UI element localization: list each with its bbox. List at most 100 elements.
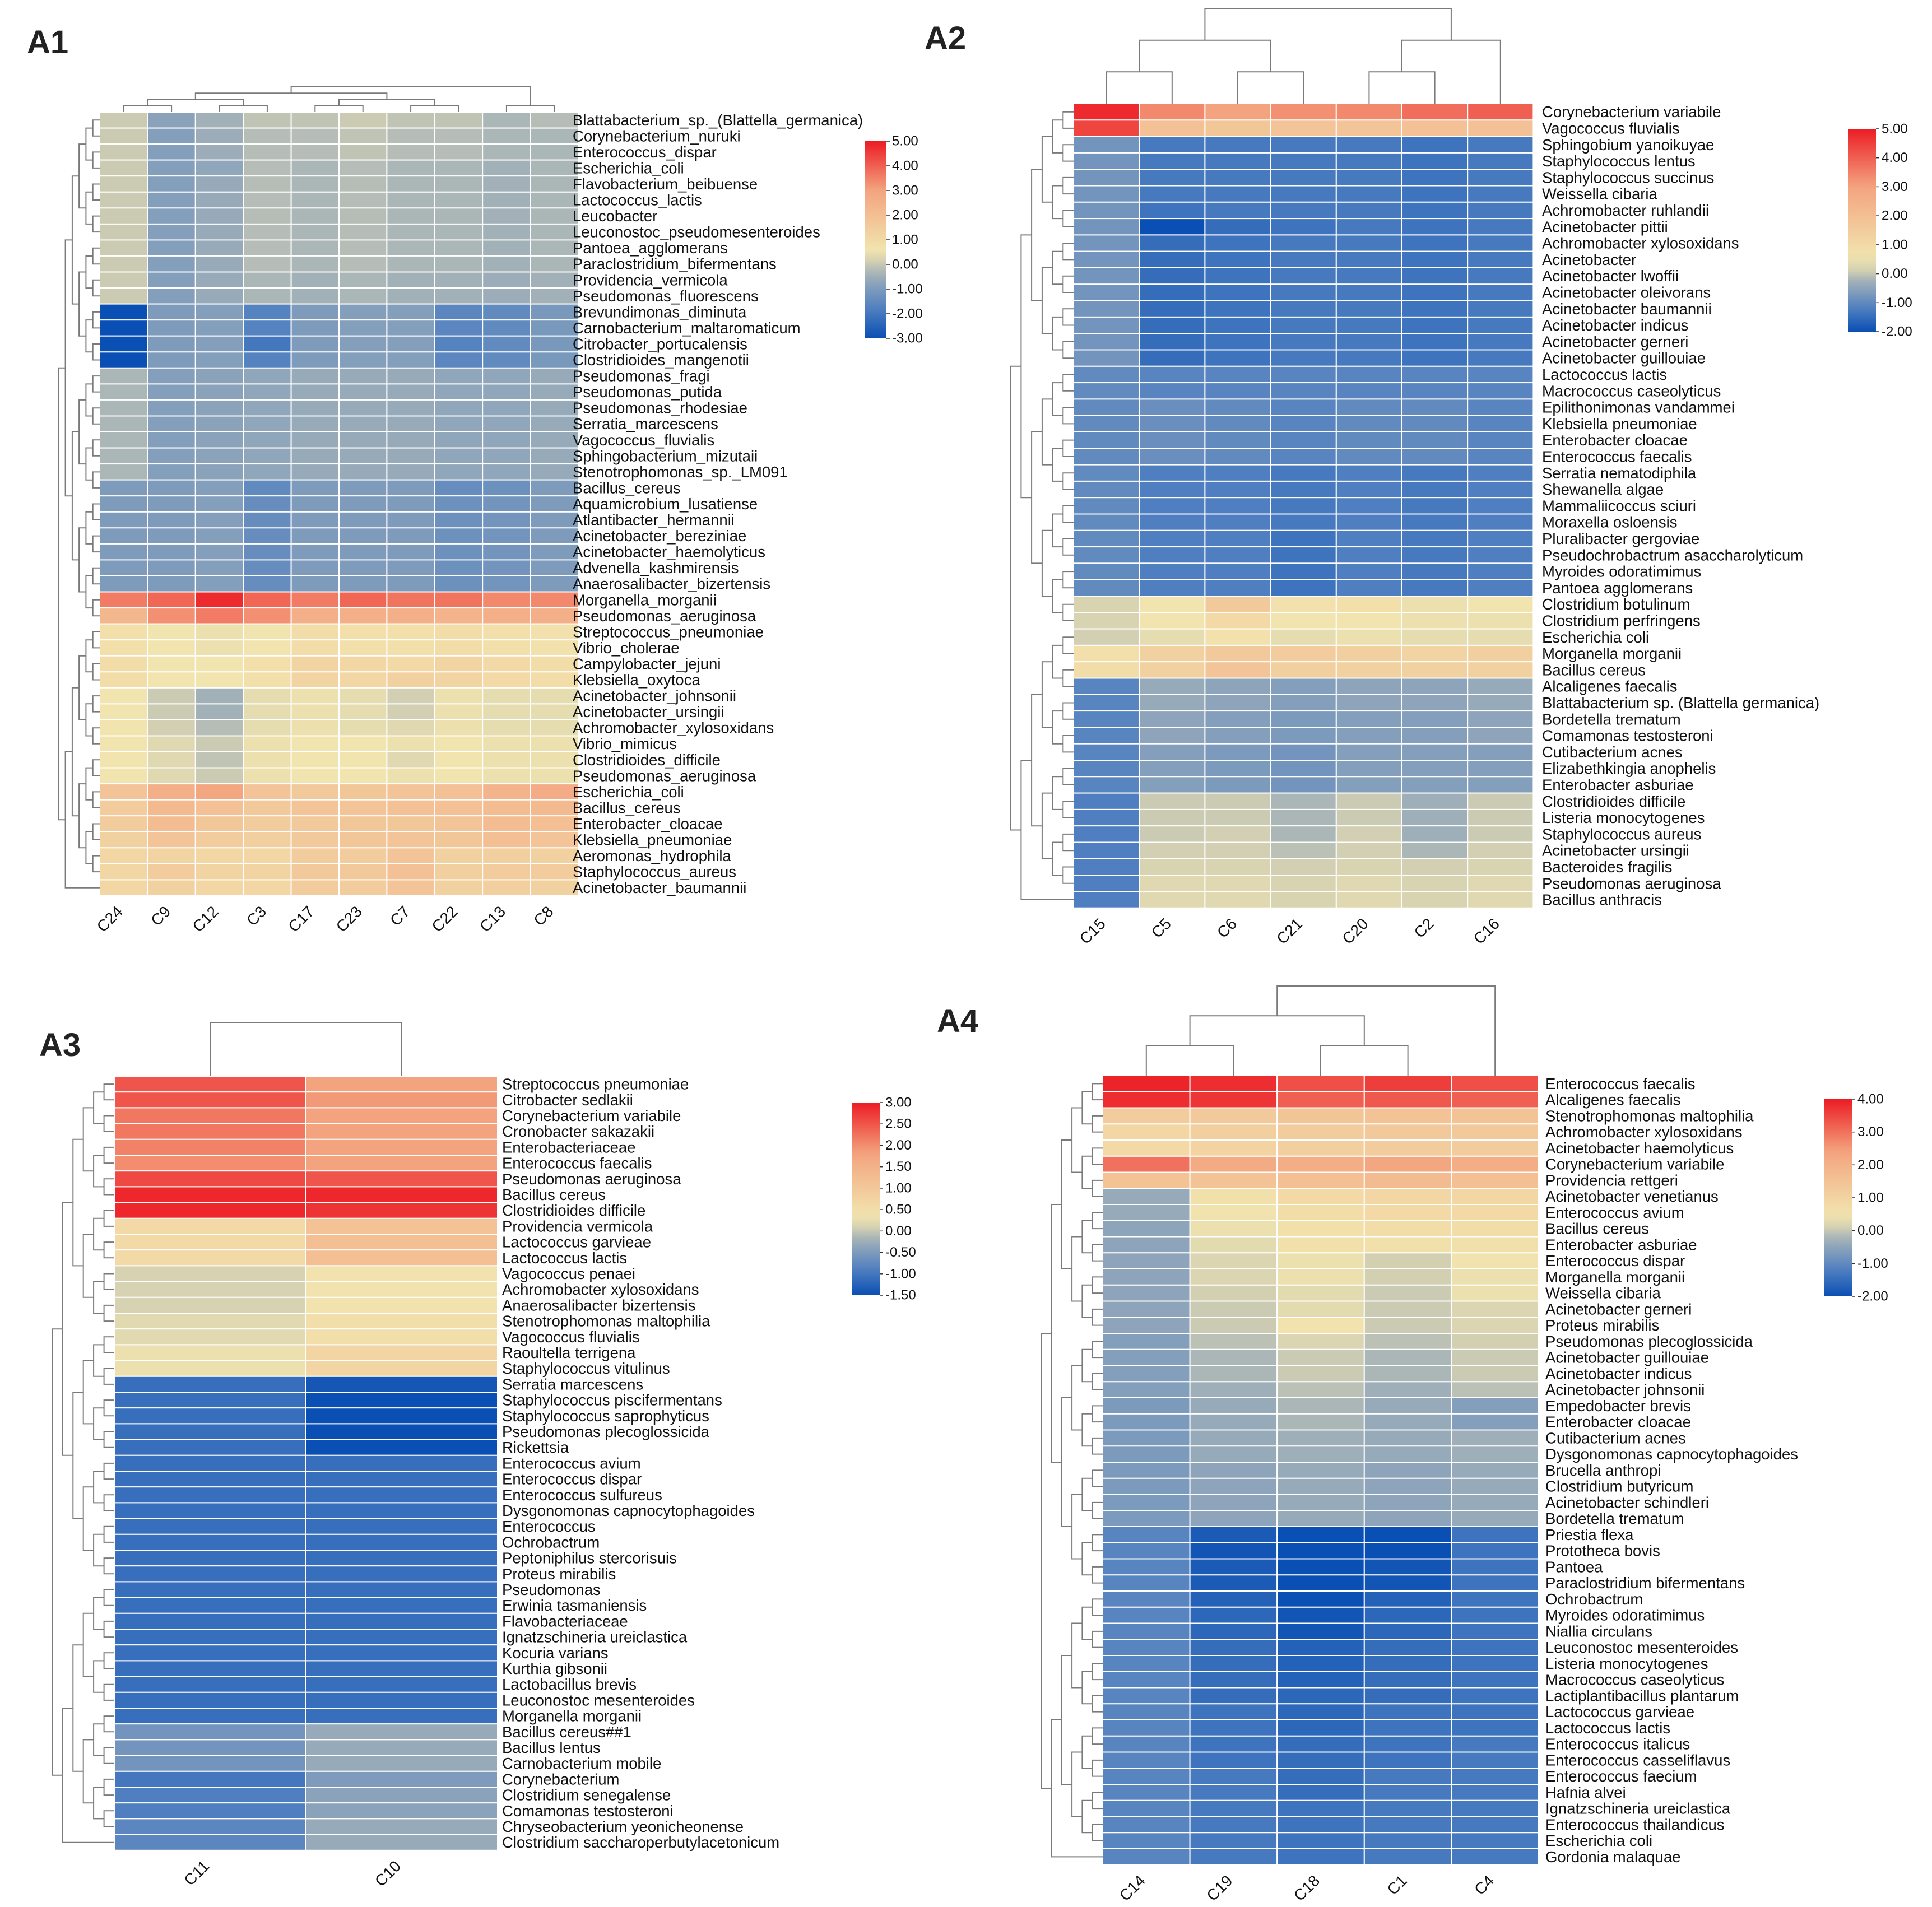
heatmap-cell (99, 831, 148, 849)
heatmap-cell (386, 255, 435, 273)
heatmap-cell (1139, 858, 1206, 876)
heatmap-cell (434, 639, 484, 657)
row-dendrogram-branch (1062, 374, 1074, 392)
row-label: Corynebacterium_nuruki (573, 127, 741, 145)
heatmap-cell (1204, 283, 1271, 301)
heatmap-cell (338, 239, 388, 257)
heatmap-cell (1467, 579, 1534, 597)
row-label: Flavobacteriaceae (502, 1612, 628, 1630)
heatmap-cell (147, 559, 196, 577)
heatmap-cell (434, 463, 484, 481)
heatmap-cell (482, 799, 531, 817)
row-label: Enterobacter asburiae (1542, 776, 1694, 794)
legend-tick-label: 3.00 (885, 1095, 912, 1110)
heatmap-cell (1270, 349, 1337, 367)
heatmap-cell (194, 799, 244, 817)
heatmap-cell (1467, 103, 1534, 121)
row-label: Acinetobacter_bereziniae (573, 527, 746, 545)
heatmap-cell (482, 527, 531, 545)
heatmap-cell (114, 1597, 306, 1614)
row-dendrogram-branch (1062, 801, 1074, 818)
heatmap-cell (1467, 283, 1534, 301)
heatmap-cell (305, 1392, 498, 1409)
heatmap-cell (482, 511, 531, 529)
heatmap-cell (147, 511, 196, 529)
heatmap-cell (1401, 283, 1469, 301)
heatmap-cell (290, 831, 340, 849)
heatmap-cell (1139, 875, 1206, 892)
heatmap-cell (1335, 119, 1403, 137)
heatmap-cell (243, 159, 292, 177)
heatmap-cell (1189, 1542, 1278, 1560)
heatmap-cell (305, 1770, 498, 1788)
legend-tick-label: -0.50 (885, 1245, 916, 1260)
row-label: Enterococcus faecalis (1545, 1075, 1696, 1092)
heatmap-cell (1102, 1639, 1191, 1657)
heatmap-cell (305, 1217, 498, 1235)
heatmap-cell (194, 655, 244, 673)
row-label: Bacillus lentus (502, 1739, 601, 1756)
heatmap-cell (114, 1202, 306, 1219)
heatmap-cell (147, 255, 196, 273)
heatmap-cell (147, 607, 196, 625)
row-label: Proteus mirabilis (1545, 1317, 1659, 1334)
heatmap-cell (1276, 1429, 1365, 1447)
heatmap-cell (1276, 1719, 1365, 1737)
heatmap-cell (1139, 218, 1206, 236)
heatmap-cell (1467, 480, 1534, 499)
heatmap-cell (147, 863, 196, 881)
heatmap-cell (434, 367, 484, 385)
heatmap-cell (1204, 792, 1271, 810)
row-dendrogram-branch (1062, 341, 1074, 359)
row-label: Achromobacter xylosoxidans (1545, 1123, 1743, 1141)
heatmap-cell (1270, 596, 1337, 613)
heatmap-cell (1401, 300, 1469, 318)
row-dendrogram-branch (1052, 579, 1063, 613)
heatmap-cell (482, 607, 531, 625)
heatmap-cell (1363, 1462, 1452, 1479)
row-label: Streptococcus pneumoniae (502, 1076, 689, 1093)
heatmap-cell (1276, 1284, 1365, 1302)
heatmap-cell (305, 1344, 498, 1361)
heatmap-cell (1401, 776, 1469, 794)
heatmap-cell (114, 1076, 306, 1093)
heatmap-cell (386, 783, 435, 801)
heatmap-cell (114, 1565, 306, 1583)
heatmap-cell (1189, 1735, 1278, 1753)
heatmap-cell (305, 1360, 498, 1377)
heatmap-cell (1270, 841, 1337, 859)
heatmap-cell (1467, 250, 1534, 269)
heatmap-cell (1363, 1268, 1452, 1286)
heatmap-cell (1401, 891, 1469, 909)
heatmap-cell (1204, 431, 1271, 449)
row-label: Acinetobacter ursingii (1542, 842, 1689, 859)
heatmap-cell (1139, 349, 1206, 367)
row-label: Providencia rettgeri (1545, 1171, 1678, 1189)
row-dendrogram-branch (1062, 833, 1074, 852)
heatmap-cell (1467, 628, 1534, 646)
heatmap-cell (1467, 875, 1534, 892)
heatmap-cell (482, 495, 531, 513)
heatmap-cell (530, 239, 579, 257)
heatmap-cell (338, 383, 388, 401)
heatmap-cell (1102, 1413, 1191, 1431)
heatmap-cell (338, 255, 388, 273)
heatmap-cell (1102, 1462, 1191, 1479)
heatmap-cell (1363, 1413, 1452, 1431)
heatmap-cell (1270, 891, 1337, 909)
heatmap-cell (1276, 1703, 1365, 1721)
row-label: Enterococcus faecalis (502, 1155, 652, 1172)
heatmap-cell (147, 543, 196, 561)
heatmap-cell (1276, 1155, 1365, 1173)
heatmap-cell (1401, 743, 1469, 761)
heatmap-cell (99, 687, 148, 705)
row-label: Citrobacter_portucalensis (573, 336, 747, 353)
heatmap-cell (386, 863, 435, 881)
heatmap-cell (1139, 596, 1206, 613)
heatmap-cell (1204, 185, 1271, 203)
heatmap-cell (1189, 1075, 1278, 1092)
heatmap-cell (1276, 1606, 1365, 1624)
row-dendrogram-branch (1062, 768, 1074, 785)
heatmap-cell (386, 127, 435, 145)
row-label: Paraclostridium bifermentans (1545, 1574, 1745, 1592)
